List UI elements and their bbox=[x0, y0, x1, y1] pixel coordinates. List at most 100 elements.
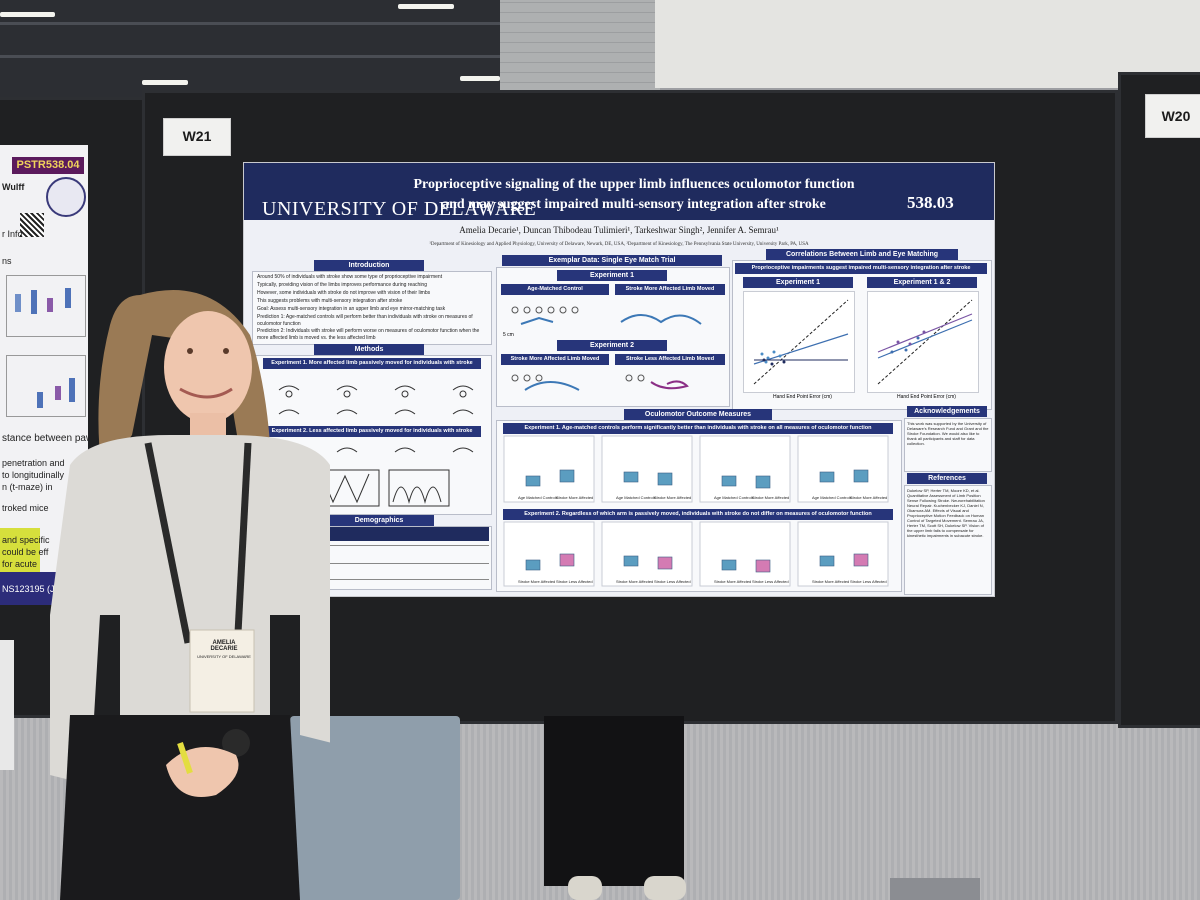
x-tick-label: Stroke More Affected bbox=[752, 495, 789, 500]
table-rule bbox=[303, 545, 489, 546]
neighbor-poster-line: could be eff bbox=[2, 547, 49, 557]
box bbox=[755, 559, 771, 573]
exemplar-label: Age-Matched Control bbox=[501, 284, 609, 295]
poster-title-line: and may suggest impaired multi-sensory i… bbox=[442, 197, 826, 212]
ocu-exp1-head: Experiment 1. Age-matched controls perfo… bbox=[503, 423, 893, 434]
section-acknowledgements: Acknowledgements bbox=[907, 406, 987, 417]
corr-xlabel: Hand End Point Error (cm) bbox=[773, 394, 832, 400]
section-oculomotor: Oculomotor Outcome Measures bbox=[624, 409, 772, 420]
sneaker bbox=[644, 876, 686, 900]
box bbox=[721, 475, 737, 487]
neighbor-poster-ns: ns bbox=[2, 256, 12, 266]
box bbox=[819, 471, 835, 483]
neighbor-poster-caption: stance between paws bbox=[2, 433, 88, 444]
exemplar-label: Stroke Less Affected Limb Moved bbox=[615, 354, 725, 365]
badge-org: UNIVERSITY OF DELAWARE bbox=[197, 654, 251, 659]
x-tick-label: Stroke Less Affected bbox=[850, 579, 887, 584]
box bbox=[657, 472, 673, 486]
box bbox=[819, 555, 835, 567]
ceiling-light bbox=[398, 4, 454, 9]
table-rule bbox=[303, 579, 489, 580]
seal-logo bbox=[46, 177, 86, 217]
table-rule bbox=[303, 563, 489, 564]
box bbox=[853, 553, 869, 567]
ocu-plot-frame bbox=[797, 521, 889, 587]
ocu-plot-frame bbox=[503, 435, 595, 503]
university-logo: UNIVERSITY OF DELAWARE bbox=[262, 198, 537, 220]
person-black-pants bbox=[544, 716, 684, 886]
poster-affiliations: ¹Department of Kinesiology and Applied P… bbox=[429, 242, 809, 247]
box bbox=[721, 559, 737, 571]
poster-number: 538.03 bbox=[907, 193, 954, 212]
poster-title-line: Proprioceptive signaling of the upper li… bbox=[413, 177, 855, 192]
back-wall bbox=[655, 0, 1200, 88]
exemplar-exp1-head: Experiment 1 bbox=[557, 270, 667, 281]
x-tick-label: Stroke More Affected bbox=[556, 495, 593, 500]
intro-bullet: Typically, providing vision of the limbs… bbox=[257, 282, 427, 288]
box bbox=[559, 469, 575, 483]
x-tick-label: Stroke More Affected bbox=[654, 495, 691, 500]
neighbor-poster-id: PSTR538.04 bbox=[12, 157, 84, 174]
ocu-plot-frame bbox=[699, 435, 791, 503]
section-correlations: Correlations Between Limb and Eye Matchi… bbox=[766, 249, 958, 260]
x-tick-label: Age Matched Controls bbox=[812, 495, 852, 500]
poster-board-right bbox=[1118, 72, 1200, 728]
intro-bullet: This suggests problems with multi-sensor… bbox=[257, 298, 403, 304]
neighbor-poster-line: n (t-maze) in bbox=[2, 482, 53, 492]
x-tick-label: Stroke Less Affected bbox=[654, 579, 691, 584]
neighbor-poster-line: and specific bbox=[2, 535, 50, 545]
ocu-plot-frame bbox=[797, 435, 889, 503]
intro-bullet: Around 50% of individuals with stroke sh… bbox=[257, 274, 443, 280]
correlations-panel: Proprioceptive impairments suggest impai… bbox=[732, 260, 992, 410]
booth-tag-main: W21 bbox=[163, 118, 231, 156]
section-references: References bbox=[907, 473, 987, 484]
ocu-plot-frame bbox=[601, 435, 693, 503]
qr-code bbox=[20, 213, 44, 237]
box bbox=[657, 556, 673, 570]
correlations-subtitle: Proprioceptive impairments suggest impai… bbox=[735, 263, 987, 274]
name-badge: AMELIA DECARIE UNIVERSITY OF DELAWARE bbox=[194, 640, 254, 659]
intro-bullet: Prediction 1: Age-matched controls will … bbox=[257, 314, 473, 327]
section-exemplar: Exemplar Data: Single Eye Match Trial bbox=[502, 255, 722, 266]
x-tick-label: Age Matched Controls bbox=[518, 495, 558, 500]
ocu-plot-frame bbox=[503, 521, 595, 587]
box bbox=[69, 378, 75, 402]
boxplot-panel bbox=[6, 275, 86, 337]
x-tick-label: Age Matched Controls bbox=[616, 495, 656, 500]
section-introduction: Introduction bbox=[314, 260, 424, 271]
box bbox=[525, 559, 541, 571]
x-tick-label: Stroke More Affected bbox=[850, 495, 887, 500]
ceiling bbox=[0, 0, 500, 100]
box bbox=[65, 288, 71, 308]
ceiling-light bbox=[142, 80, 188, 85]
exemplar-label: Stroke More Affected Limb Moved bbox=[501, 354, 609, 365]
box bbox=[525, 475, 541, 487]
ocu-plot-frame bbox=[699, 521, 791, 587]
research-poster: UNIVERSITY OF DELAWARE Proprioceptive si… bbox=[243, 162, 995, 597]
neighbor-poster-line: troked mice bbox=[2, 503, 49, 513]
exemplar-panel: Experiment 1 Age-Matched Control Stroke … bbox=[496, 267, 730, 407]
exemplar-exp2-traces bbox=[511, 374, 689, 391]
badge-last-name: DECARIE bbox=[210, 646, 238, 652]
box bbox=[623, 555, 639, 567]
concrete-block-wall bbox=[500, 0, 660, 92]
corr-plot-exp12 bbox=[867, 291, 979, 393]
exemplar-exp2-head: Experiment 2 bbox=[557, 340, 667, 351]
ceiling-light bbox=[0, 12, 55, 17]
box bbox=[15, 294, 21, 312]
acknowledgements-text: This work was supported by the Universit… bbox=[907, 421, 989, 446]
easel-edge bbox=[0, 640, 14, 770]
ocu-exp2-head: Experiment 2. Regardless of which arm is… bbox=[503, 509, 893, 520]
neighbor-poster-line: to longitudinally bbox=[2, 470, 65, 480]
section-demographics: Demographics bbox=[324, 515, 434, 526]
scale-bar-label: 5 cm bbox=[503, 332, 514, 338]
box bbox=[853, 469, 869, 483]
yellow-highlight-box bbox=[0, 528, 40, 573]
methods-exp1-head: Experiment 1. More affected limb passive… bbox=[263, 358, 481, 369]
box bbox=[31, 290, 37, 314]
person-jeans bbox=[290, 716, 460, 900]
exemplar-exp1-traces bbox=[511, 306, 702, 325]
corr-exp1-head: Experiment 1 bbox=[743, 277, 853, 288]
sneaker bbox=[568, 876, 602, 900]
